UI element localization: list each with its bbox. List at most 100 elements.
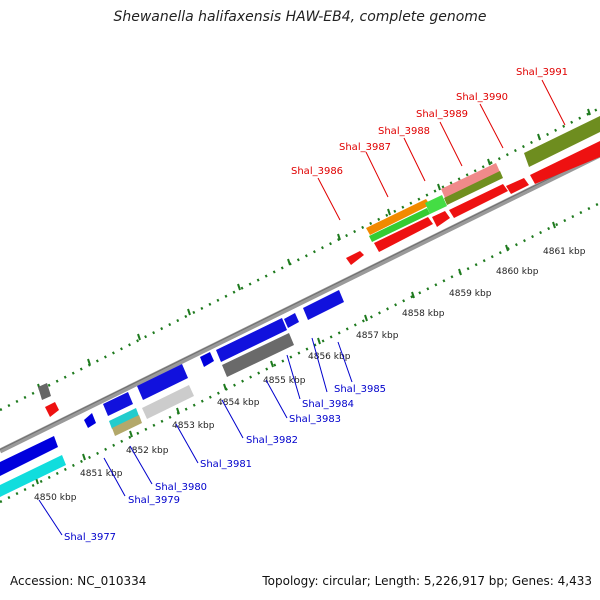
tick-label: 4855 kbp (263, 376, 306, 386)
ruler-tick (187, 308, 191, 316)
ruler-tick (458, 268, 462, 276)
gene-block (369, 208, 430, 242)
gene-arrow (103, 392, 133, 416)
gene-block (112, 415, 142, 436)
ruler-tick (223, 383, 227, 391)
gene-arrow (432, 211, 450, 227)
gene-arrow (346, 251, 364, 265)
backbone (0, 152, 600, 454)
backbone-edge (0, 153, 600, 450)
gene-arrow (303, 290, 344, 320)
leader-line (265, 379, 288, 419)
gene-label[interactable]: Shal_3981 (200, 459, 252, 470)
gene-arrow (374, 217, 433, 252)
gene-label[interactable]: Shal_3985 (334, 384, 386, 395)
outer-ruler (0, 106, 600, 412)
genome-summary: Topology: circular; Length: 5,226,917 bp… (262, 574, 592, 588)
tick-label: 4860 kbp (496, 267, 539, 277)
gene-arrow (216, 318, 287, 362)
gene-block (425, 195, 447, 214)
ruler-tick (487, 158, 491, 166)
gene-arrow (0, 436, 58, 476)
gene-arrow (530, 141, 600, 184)
ruler-tick (537, 133, 541, 141)
gene-label[interactable]: Shal_3989 (416, 109, 468, 120)
ruler-tick (552, 221, 556, 229)
gene-block (366, 199, 430, 235)
ruler-tick (337, 233, 341, 241)
gene-label[interactable]: Shal_3980 (155, 482, 207, 493)
leader-line (403, 137, 426, 182)
ruler-ticks (35, 221, 556, 485)
forward-genes (38, 116, 600, 417)
tick-labels: 4850 kbp 4851 kbp 4852 kbp 4853 kbp 4854… (34, 247, 586, 503)
map-title: Shewanella halifaxensis HAW-EB4, complet… (113, 9, 487, 25)
accession-text: Accession: NC_010334 (10, 574, 147, 588)
gene-arrow (45, 402, 59, 417)
leader-line (479, 103, 504, 149)
gene-label[interactable]: Shal_3983 (289, 414, 341, 425)
leader-line (221, 399, 244, 439)
ruler-tick (587, 108, 591, 116)
tick-label: 4854 kbp (217, 398, 260, 408)
gene-label[interactable]: Shal_3987 (339, 142, 391, 153)
ruler-tick (411, 291, 415, 299)
ruler-tick (176, 407, 180, 415)
gene-arrow (506, 178, 529, 194)
leader-line (286, 354, 301, 400)
leader-line (365, 151, 389, 198)
gene-arrow (449, 184, 508, 218)
ruler-tick (387, 208, 391, 216)
leader-line (175, 423, 199, 464)
gene-label[interactable]: Shal_3984 (302, 399, 354, 410)
ruler-tick (82, 453, 86, 461)
gene-block (142, 385, 194, 419)
leader-line (439, 121, 463, 167)
gene-label[interactable]: Shal_3988 (378, 126, 430, 137)
forward-gene-labels: Shal_3986 Shal_3987 Shal_3988 Shal_3989 … (291, 67, 568, 177)
tick-label: 4858 kbp (402, 309, 445, 319)
gene-block (0, 455, 66, 497)
ruler-tick (364, 314, 368, 322)
gene-label[interactable]: Shal_3982 (246, 435, 298, 446)
outer-ruler-ticks (37, 108, 591, 391)
tick-label: 4853 kbp (172, 421, 215, 431)
gene-arrow (137, 364, 188, 400)
gene-block (441, 163, 500, 198)
gene-block (524, 116, 600, 167)
ruler-tick (437, 183, 441, 191)
ruler-tick (237, 283, 241, 291)
gene-block (444, 171, 503, 205)
reverse-gene-labels: Shal_3977 Shal_3979 Shal_3980 Shal_3981 … (64, 384, 386, 543)
gene-label[interactable]: Shal_3977 (64, 532, 116, 543)
leader-line (337, 341, 353, 383)
gene-label[interactable]: Shal_3990 (456, 92, 508, 103)
reverse-genes (0, 290, 344, 497)
forward-leaders (317, 79, 566, 221)
tick-label: 4851 kbp (80, 469, 123, 479)
ruler-tick (137, 333, 141, 341)
leader-line (541, 79, 566, 126)
gene-arrow (84, 413, 96, 428)
ruler-tick (129, 430, 133, 438)
tick-label: 4856 kbp (308, 352, 351, 362)
tick-label: 4850 kbp (34, 493, 77, 503)
gene-label[interactable]: Shal_3991 (516, 67, 568, 78)
gene-block (109, 408, 139, 429)
tick-label: 4861 kbp (543, 247, 586, 257)
gene-label[interactable]: Shal_3979 (128, 495, 180, 506)
ruler-tick (270, 360, 274, 368)
gene-block (222, 333, 294, 377)
leader-line (129, 445, 153, 485)
tick-label: 4857 kbp (356, 331, 399, 341)
leader-line (317, 177, 341, 221)
leader-line (311, 337, 328, 393)
reverse-leaders (38, 337, 353, 536)
gene-label[interactable]: Shal_3986 (291, 166, 343, 177)
leader-line (38, 499, 63, 536)
leader-line (103, 457, 126, 497)
tick-label: 4852 kbp (126, 446, 169, 456)
ruler-tick (505, 244, 509, 252)
tick-label: 4859 kbp (449, 289, 492, 299)
